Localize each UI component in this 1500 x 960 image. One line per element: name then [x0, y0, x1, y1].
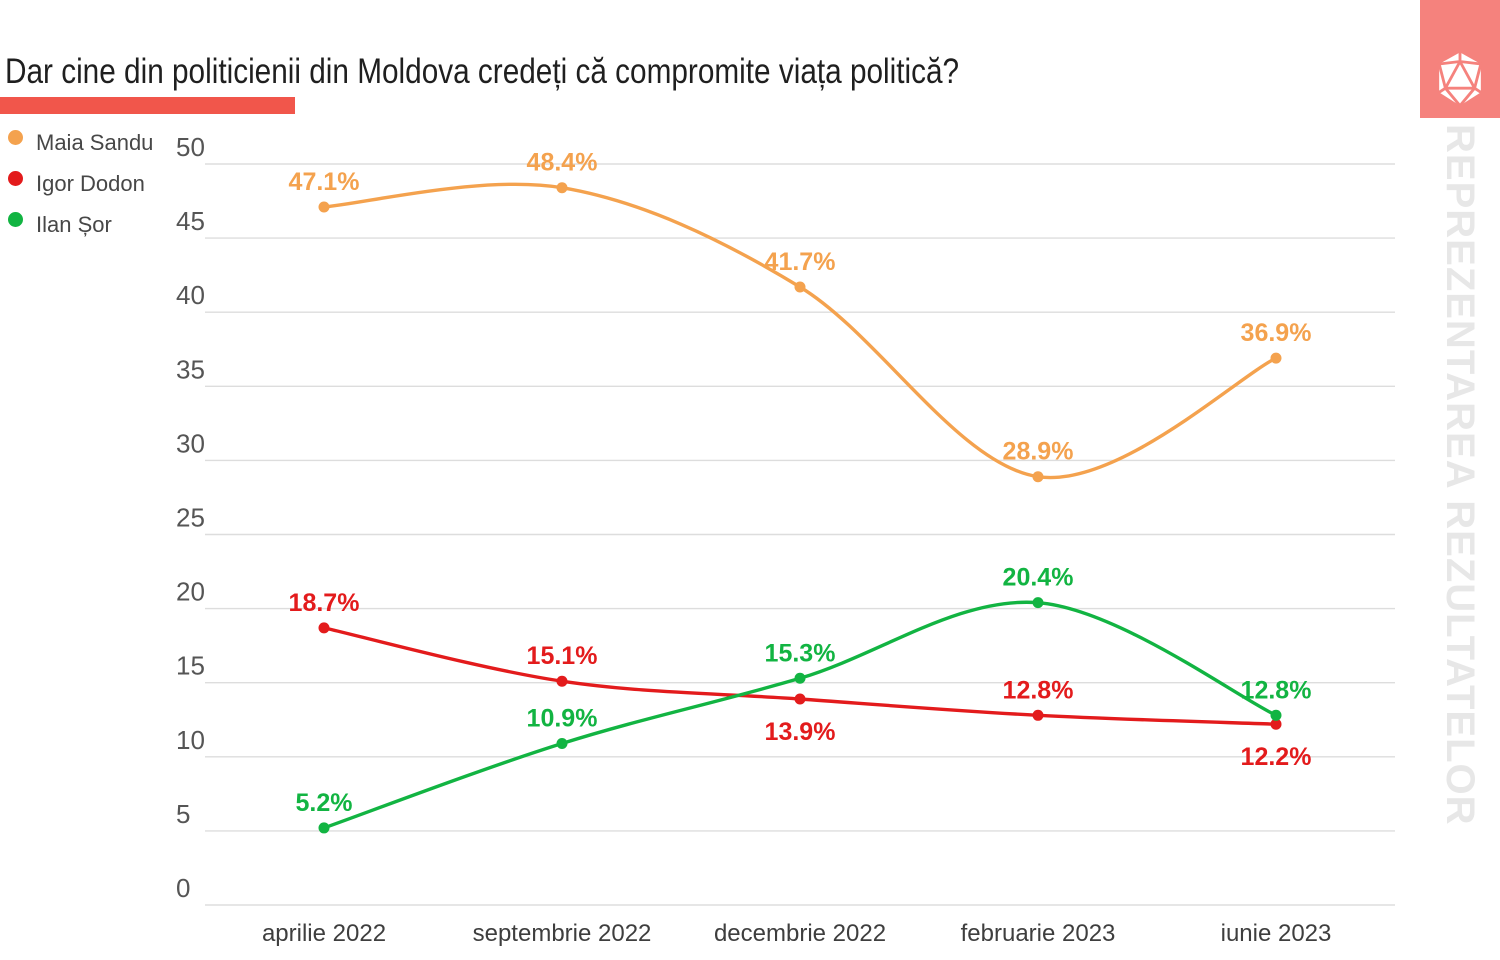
legend-label: Igor Dodon [36, 171, 145, 196]
legend-label: Maia Sandu [36, 130, 154, 155]
legend-item-maia-sandu: Maia Sandu [8, 128, 153, 158]
legend-label: Ilan Șor [36, 212, 112, 237]
data-point-ilan-or [1270, 709, 1282, 721]
data-point-maia-sandu [556, 182, 568, 194]
y-tick-label: 30 [176, 428, 205, 458]
y-tick-label: 40 [176, 280, 205, 310]
data-point-maia-sandu [1270, 352, 1282, 364]
value-label-ilan-or: 5.2% [296, 789, 353, 817]
title-accent-bar [0, 97, 295, 114]
x-tick-label: decembrie 2022 [714, 920, 886, 947]
series-line-maia-sandu [322, 182, 1278, 480]
data-point-igor-dodon [1270, 718, 1282, 730]
value-label-igor-dodon: 12.8% [1003, 676, 1074, 704]
value-label-maia-sandu: 48.4% [527, 149, 598, 177]
value-label-ilan-or: 12.8% [1241, 676, 1312, 704]
x-tick-label: iunie 2023 [1221, 920, 1332, 947]
value-label-ilan-or: 15.3% [765, 639, 836, 667]
value-label-igor-dodon: 15.1% [527, 642, 598, 670]
value-label-igor-dodon: 12.2% [1241, 743, 1312, 771]
value-label-maia-sandu: 47.1% [289, 168, 360, 196]
x-tick-label: aprilie 2022 [262, 920, 386, 947]
y-tick-label: 15 [176, 651, 205, 681]
y-tick-label: 10 [176, 725, 205, 755]
value-label-ilan-or: 10.9% [527, 704, 598, 732]
y-tick-label: 35 [176, 354, 205, 384]
legend-item-igor-dodon: Igor Dodon [8, 169, 153, 199]
data-point-ilan-or [794, 672, 806, 684]
legend-item-ilan-or: Ilan Șor [8, 210, 153, 240]
data-point-maia-sandu [794, 281, 806, 293]
series-line-ilan-or [322, 600, 1278, 830]
data-point-maia-sandu [318, 201, 330, 213]
y-tick-label: 20 [176, 577, 205, 607]
y-tick-label: 5 [176, 799, 190, 829]
x-tick-label: septembrie 2022 [473, 920, 652, 947]
y-tick-label: 0 [176, 873, 190, 903]
data-point-igor-dodon [556, 675, 568, 687]
legend-dot-icon [8, 212, 23, 227]
logo-badge [1420, 0, 1500, 118]
watermark: REPREZENTAREA REZULTATELOR [1438, 124, 1482, 826]
value-label-maia-sandu: 36.9% [1241, 319, 1312, 347]
legend-dot-icon [8, 171, 23, 186]
data-point-ilan-or [1032, 597, 1044, 609]
y-tick-label: 45 [176, 206, 205, 236]
data-point-ilan-or [318, 822, 330, 834]
data-point-maia-sandu [1032, 471, 1044, 483]
data-point-ilan-or [556, 737, 568, 749]
page-title: Dar cine din politicienii din Moldova cr… [5, 52, 960, 91]
y-tick-label: 50 [176, 132, 205, 162]
value-label-igor-dodon: 13.9% [765, 718, 836, 746]
x-tick-label: februarie 2023 [961, 920, 1116, 947]
data-point-igor-dodon [1032, 709, 1044, 721]
data-point-igor-dodon [794, 693, 806, 705]
data-point-igor-dodon [318, 622, 330, 634]
value-label-maia-sandu: 28.9% [1003, 438, 1074, 466]
value-label-ilan-or: 20.4% [1003, 564, 1074, 592]
value-label-igor-dodon: 18.7% [289, 589, 360, 617]
value-label-maia-sandu: 41.7% [765, 248, 836, 276]
chart-legend: Maia Sandu Igor Dodon Ilan Șor [8, 128, 153, 240]
legend-dot-icon [8, 130, 23, 145]
y-tick-label: 25 [176, 503, 205, 533]
d20-polyhedron-icon [1437, 50, 1483, 108]
